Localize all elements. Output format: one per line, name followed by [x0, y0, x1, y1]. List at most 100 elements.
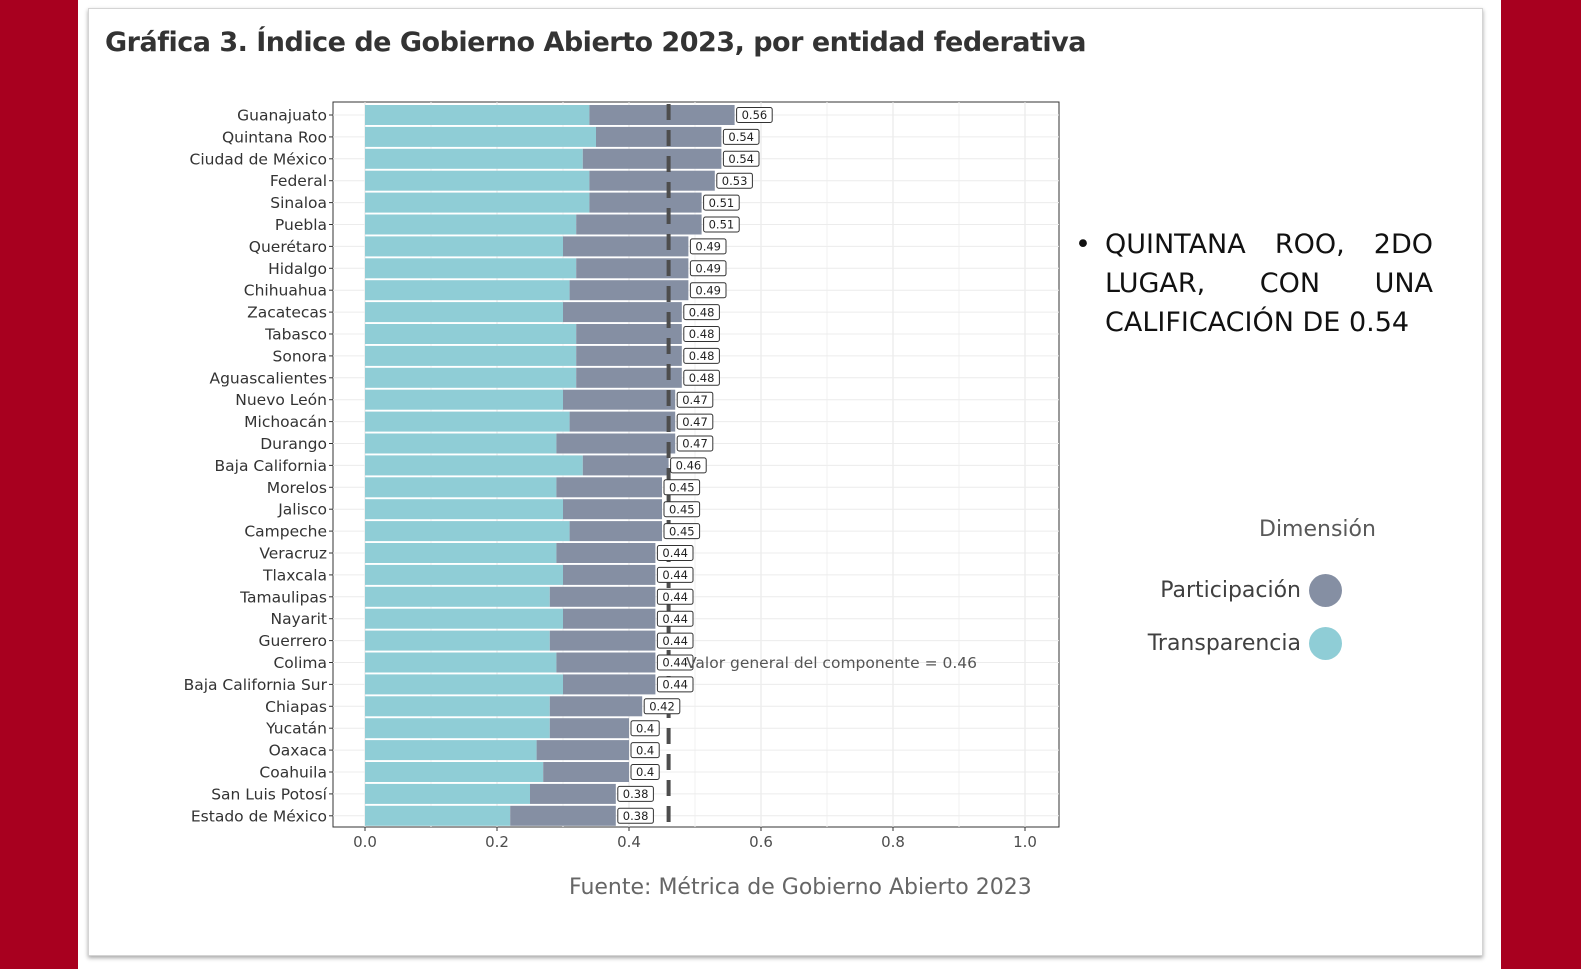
- category-label: Quintana Roo: [222, 128, 327, 146]
- legend-item-transparencia: Transparencia: [1148, 627, 1342, 660]
- reference-label: Valor general del componente = 0.46: [686, 654, 977, 672]
- value-label: 0.4: [636, 765, 654, 779]
- value-label-box: [716, 172, 753, 189]
- bar-transparencia: [365, 280, 570, 301]
- bar-participacion: [556, 652, 656, 673]
- category-label: Michoacán: [244, 413, 327, 431]
- value-label-box: [676, 391, 714, 408]
- source-note: Fuente: Métrica de Gobierno Abierto 2023: [569, 875, 1032, 900]
- value-label: 0.44: [662, 656, 688, 670]
- category-label: San Luis Potosí: [211, 785, 327, 803]
- category-label: Chiapas: [265, 698, 327, 716]
- value-label-box: [617, 785, 654, 802]
- bar-transparencia: [365, 126, 596, 147]
- bar-participacion: [563, 499, 662, 520]
- category-label: Nuevo León: [235, 391, 327, 409]
- bar-transparencia: [365, 411, 570, 432]
- bar-transparencia: [365, 586, 550, 607]
- x-tick-label: 1.0: [1013, 833, 1037, 849]
- category-label: Campeche: [244, 523, 327, 541]
- value-label: 0.53: [722, 174, 748, 188]
- value-label-box: [656, 566, 694, 583]
- bar-transparencia: [365, 543, 557, 563]
- value-label-box: [703, 216, 740, 233]
- bar-transparencia: [365, 630, 550, 651]
- legend-title: Dimensión: [1259, 517, 1376, 542]
- value-label-box: [736, 107, 773, 123]
- bar-transparencia: [365, 105, 590, 125]
- value-label: 0.54: [728, 130, 754, 144]
- value-label: 0.56: [742, 108, 768, 122]
- bar-transparencia: [365, 192, 590, 213]
- category-label: Colima: [273, 654, 327, 672]
- bar-participacion: [576, 258, 689, 279]
- bar-participacion: [569, 411, 676, 432]
- category-label: Chihuahua: [244, 282, 327, 300]
- highlight-bullet: • QUINTANA ROO, 2DO LUGAR, CON UNA CALIF…: [1075, 225, 1433, 342]
- bar-participacion: [510, 805, 616, 826]
- bar-participacion: [563, 608, 656, 629]
- x-tick-label: 0.6: [749, 833, 773, 849]
- bar-participacion: [576, 324, 682, 344]
- value-label: 0.4: [636, 721, 654, 735]
- bar-transparencia: [365, 740, 537, 761]
- bar-transparencia: [365, 148, 583, 169]
- category-label: Veracruz: [259, 545, 327, 563]
- bar-transparencia: [365, 258, 577, 279]
- category-label: Nayarit: [270, 610, 327, 628]
- category-label: Yucatán: [265, 720, 327, 738]
- x-tick-label: 0.8: [881, 833, 905, 849]
- bar-participacion: [596, 126, 722, 147]
- bar-participacion: [549, 586, 656, 607]
- value-label: 0.49: [695, 283, 721, 297]
- value-label-box: [689, 238, 727, 255]
- bar-participacion: [563, 389, 676, 410]
- bar-transparencia: [365, 521, 570, 542]
- bar-transparencia: [365, 345, 577, 366]
- value-label: 0.42: [649, 700, 675, 714]
- bar-participacion: [556, 477, 662, 498]
- value-label-box: [630, 742, 660, 759]
- bar-participacion: [556, 433, 676, 454]
- slide: Gráfica 3. Índice de Gobierno Abierto 20…: [78, 0, 1501, 969]
- bar-transparencia: [365, 718, 550, 739]
- bar-transparencia: [365, 367, 577, 388]
- value-label-box: [683, 304, 720, 321]
- value-label-box: [656, 676, 694, 693]
- bar-transparencia: [365, 696, 550, 717]
- category-label: Aguascalientes: [209, 369, 327, 387]
- category-label: Guanajuato: [237, 107, 327, 125]
- value-label: 0.48: [689, 371, 715, 385]
- bar-participacion: [536, 740, 629, 761]
- bullet-dot: •: [1075, 229, 1091, 260]
- bar-transparencia: [365, 762, 544, 782]
- value-label-box: [630, 764, 660, 780]
- value-label-box: [722, 128, 760, 145]
- value-label: 0.49: [695, 240, 721, 254]
- category-label: Tabasco: [264, 326, 327, 344]
- category-label: Baja California Sur: [184, 676, 328, 694]
- bar-transparencia: [365, 652, 557, 673]
- legend-item-participacion: Participación: [1160, 574, 1342, 607]
- category-label: Morelos: [267, 479, 327, 497]
- category-label: Hidalgo: [268, 260, 327, 278]
- value-label-box: [643, 698, 681, 715]
- value-label-box: [656, 654, 694, 671]
- bar-participacion: [569, 280, 689, 301]
- legend-label-transparencia: Transparencia: [1147, 631, 1301, 656]
- value-label: 0.45: [669, 481, 695, 495]
- value-label: 0.46: [676, 459, 702, 473]
- value-label-box: [670, 457, 707, 474]
- value-label: 0.47: [682, 393, 708, 407]
- value-label-box: [617, 807, 654, 824]
- value-label: 0.51: [709, 196, 735, 210]
- value-label: 0.48: [689, 327, 715, 341]
- value-label-box: [656, 632, 694, 649]
- value-label-box: [656, 545, 694, 561]
- value-label-box: [656, 610, 694, 627]
- value-label: 0.48: [689, 305, 715, 319]
- category-label: Guerrero: [258, 632, 327, 650]
- category-label: Puebla: [275, 216, 327, 234]
- value-label: 0.38: [623, 787, 649, 801]
- x-tick-label: 0.2: [485, 833, 509, 849]
